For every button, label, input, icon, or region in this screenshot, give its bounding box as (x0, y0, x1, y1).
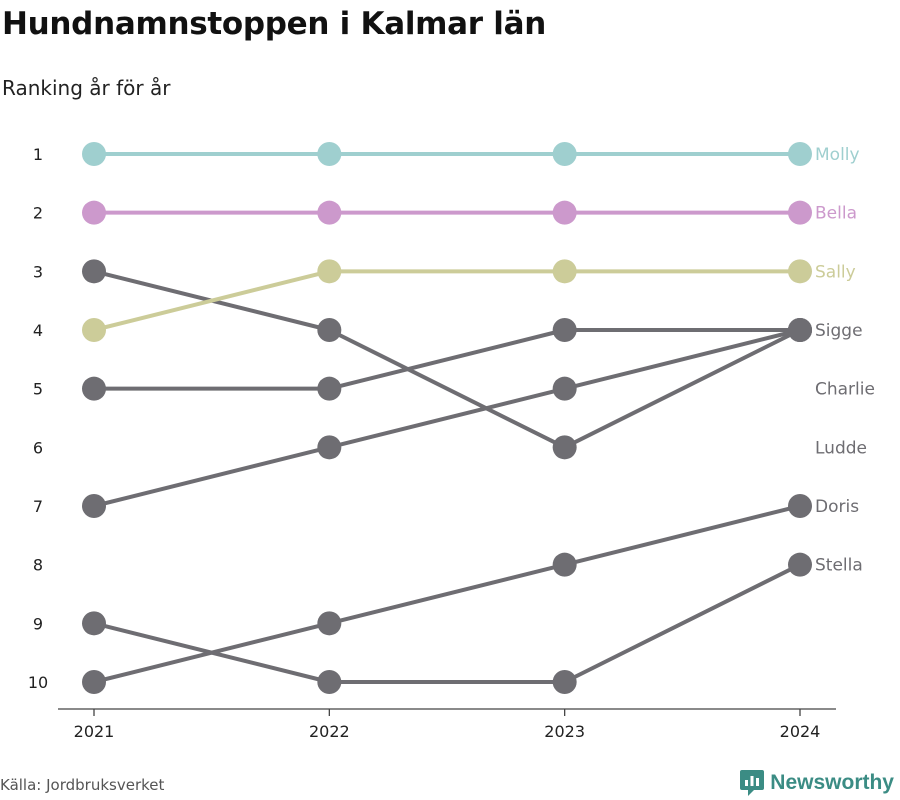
chart-subtitle: Ranking år för år (2, 76, 171, 100)
point-sally-2024 (788, 259, 812, 284)
point-stella-2021 (82, 611, 106, 636)
y-tick-label-5: 5 (33, 380, 43, 399)
point-bella-2024 (788, 200, 812, 225)
series-label-charlie: Charlie (815, 380, 875, 400)
series-label-sally: Sally (815, 262, 856, 282)
series-label-molly: Molly (815, 145, 860, 165)
point-doris-2021 (82, 670, 106, 694)
series-line-sigge (92, 328, 802, 391)
y-tick-label-2: 2 (33, 204, 43, 223)
point-charlie-2022 (317, 318, 342, 342)
point-ludde-2022 (317, 435, 342, 460)
point-ludde-2023 (552, 376, 577, 401)
y-tick-label-6: 6 (33, 438, 43, 457)
newsworthy-logo-icon (740, 770, 765, 796)
point-ludde-2021 (82, 494, 106, 518)
x-tick-label-2023: 2023 (544, 722, 585, 741)
series-label-stella: Stella (815, 556, 863, 576)
series-label-ludde: Ludde (815, 438, 867, 458)
y-tick-label-7: 7 (33, 497, 43, 516)
newsworthy-logo[interactable]: Newsworthy (740, 768, 894, 798)
source-note: Källa: Jordbruksverket (0, 776, 165, 794)
point-stella-2024 (788, 552, 812, 577)
point-charlie-2021 (82, 259, 106, 284)
x-tick-label-2024: 2024 (780, 722, 821, 741)
point-molly-2021 (82, 142, 106, 166)
point-charlie-2023 (552, 435, 577, 460)
series-label-doris: Doris (815, 497, 859, 517)
point-molly-2022 (317, 142, 342, 166)
point-sally-2022 (317, 259, 342, 284)
y-tick-label-10: 10 (28, 673, 48, 692)
point-sigge-2021 (82, 376, 106, 401)
y-tick-label-4: 4 (33, 321, 43, 340)
point-molly-2024 (788, 142, 812, 166)
point-sally-2021 (82, 318, 106, 342)
point-bella-2022 (317, 200, 342, 225)
series-line-doris (92, 504, 802, 684)
point-stella-2022 (317, 670, 342, 694)
point-bella-2023 (552, 200, 577, 225)
y-tick-label-9: 9 (33, 614, 43, 633)
bump-chart: 2021 2022 2023 2024 1 2 3 4 5 6 7 8 9 10 Molly Bella Sal… (28, 142, 875, 741)
point-sally-2023 (552, 259, 577, 284)
series-line-stella (92, 562, 802, 684)
point-sigge-2023 (552, 318, 577, 342)
point-molly-2023 (552, 142, 577, 166)
brand-name: Newsworthy (770, 771, 894, 794)
series-label-sigge: Sigge (815, 321, 863, 341)
x-tick-label-2021: 2021 (74, 722, 115, 741)
point-doris-2024 (788, 494, 812, 518)
series-line-ludde (92, 328, 802, 508)
chart-title: Hundnamnstoppen i Kalmar län (2, 6, 546, 42)
series-line-sally (92, 269, 802, 332)
point-doris-2023 (552, 552, 577, 577)
series-label-bella: Bella (815, 204, 857, 224)
point-sigge-2022 (317, 376, 342, 401)
x-tick-label-2022: 2022 (309, 722, 350, 741)
y-tick-label-1: 1 (33, 145, 43, 164)
point-ludde-2024 (788, 318, 812, 342)
y-tick-label-3: 3 (33, 262, 43, 281)
y-tick-label-8: 8 (33, 556, 43, 575)
point-bella-2021 (82, 200, 106, 225)
point-doris-2022 (317, 611, 342, 636)
point-stella-2023 (552, 670, 577, 694)
